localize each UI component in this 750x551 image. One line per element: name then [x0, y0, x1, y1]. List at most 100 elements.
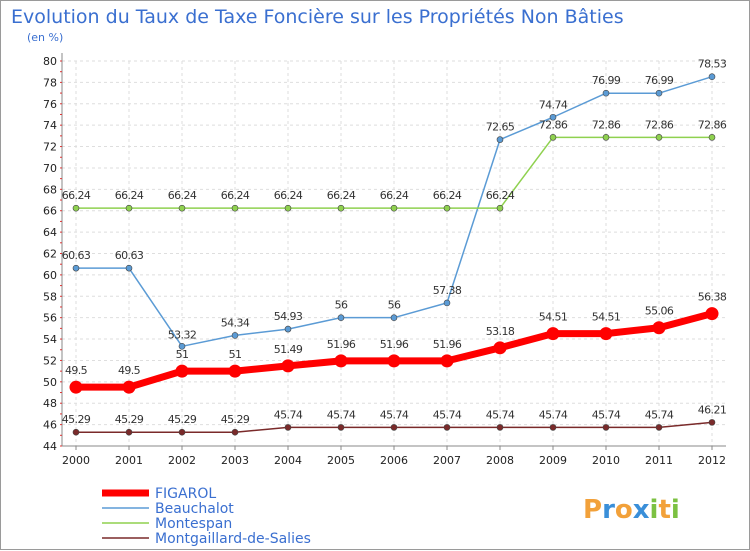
data-label: 45.74 — [539, 408, 568, 421]
logo-letter: i — [671, 495, 680, 525]
data-label: 72.86 — [645, 118, 674, 131]
x-tick-label: 2008 — [486, 454, 514, 467]
proxiti-logo: Proxiti — [583, 495, 680, 525]
data-label: 56 — [335, 299, 348, 312]
data-point — [228, 364, 242, 378]
data-label: 45.29 — [168, 413, 197, 426]
data-point — [708, 73, 716, 81]
data-point — [708, 419, 716, 426]
x-tick-label: 2007 — [433, 454, 461, 467]
data-point — [125, 204, 133, 212]
data-point — [125, 428, 133, 436]
data-label: 54.34 — [221, 316, 250, 329]
data-label: 60.63 — [62, 249, 91, 262]
y-tick-label: 56 — [43, 312, 57, 325]
x-tick-label: 2004 — [274, 454, 302, 467]
data-label: 66.24 — [433, 189, 462, 202]
data-label: 72.86 — [539, 118, 568, 131]
data-label: 54.51 — [539, 311, 568, 324]
y-tick-label: 80 — [43, 55, 57, 68]
data-point — [284, 424, 292, 431]
y-tick-label: 52 — [43, 354, 57, 367]
data-point — [390, 424, 398, 431]
data-label: 66.24 — [274, 189, 303, 202]
data-label: 72.86 — [698, 118, 727, 131]
data-labels: 49.5 49.5 51 51 51.49 51.96 51.96 51.96 53.18 54.… — [62, 58, 728, 426]
legend-label: FIGAROL — [155, 486, 216, 502]
data-label: 45.74 — [486, 408, 515, 421]
data-label: 54.93 — [274, 310, 303, 323]
data-point — [493, 341, 507, 355]
y-tick-label: 50 — [43, 376, 57, 389]
data-point — [178, 204, 186, 212]
data-label: 66.24 — [380, 189, 409, 202]
data-point — [178, 428, 186, 436]
data-point — [281, 359, 295, 373]
data-point — [390, 204, 398, 212]
data-label: 45.29 — [62, 413, 91, 426]
legend-label: Montgaillard-de-Salies — [155, 531, 311, 547]
data-point — [549, 113, 557, 121]
data-point — [178, 343, 186, 350]
data-point — [602, 134, 610, 141]
logo-letter: i — [650, 495, 659, 525]
x-tick-label: 2002 — [168, 454, 196, 467]
data-point — [122, 380, 136, 394]
y-tick-label: 78 — [43, 76, 57, 89]
data-label: 46.21 — [698, 403, 727, 416]
legend-label: Beauchalot — [155, 501, 234, 517]
data-point — [599, 327, 613, 341]
y-tick-label: 70 — [43, 162, 57, 175]
x-tick-label: 2003 — [221, 454, 249, 467]
y-tick-label: 76 — [43, 98, 57, 111]
y-tick-label: 62 — [43, 248, 57, 261]
data-label: 51.49 — [274, 343, 303, 356]
y-tick-label: 60 — [43, 269, 57, 282]
data-point — [125, 264, 133, 272]
data-label: 76.99 — [592, 74, 621, 87]
data-point — [652, 321, 666, 335]
x-tick-label: 2010 — [592, 454, 620, 467]
chart-subtitle: (en %) — [27, 31, 63, 44]
x-tick-label: 2011 — [645, 454, 673, 467]
data-label: 53.18 — [486, 325, 515, 338]
data-label: 66.24 — [221, 189, 250, 202]
series — [69, 73, 719, 436]
data-point — [655, 134, 663, 141]
data-label: 51 — [176, 348, 189, 361]
data-point — [496, 424, 504, 431]
data-point — [655, 424, 663, 431]
x-tick-label: 2012 — [698, 454, 726, 467]
legend-label: Montespan — [155, 516, 232, 532]
data-label: 66.24 — [168, 189, 197, 202]
data-point — [496, 136, 504, 143]
data-point — [443, 204, 451, 212]
data-label: 45.74 — [592, 408, 621, 421]
data-label: 45.29 — [221, 413, 250, 426]
x-tick-label: 2005 — [327, 454, 355, 467]
data-label: 49.5 — [118, 364, 141, 377]
x-tick-label: 2009 — [539, 454, 567, 467]
data-label: 72.86 — [592, 118, 621, 131]
data-point — [602, 89, 610, 97]
y-tick-label: 46 — [43, 419, 57, 432]
data-point — [284, 204, 292, 212]
data-point — [546, 327, 560, 341]
chart-title: Evolution du Taux de Taxe Foncière sur l… — [11, 6, 624, 28]
data-point — [284, 325, 292, 333]
y-tick-label: 58 — [43, 290, 57, 303]
data-point — [337, 204, 345, 212]
data-point — [231, 428, 239, 436]
data-point — [231, 332, 239, 339]
data-label: 76.99 — [645, 74, 674, 87]
y-tick-label: 44 — [43, 440, 57, 453]
data-label: 54.51 — [592, 311, 621, 324]
legend: FIGAROLBeauchalotMontespanMontgaillard-d… — [102, 486, 311, 547]
data-label: 56 — [388, 299, 401, 312]
y-tick-label: 66 — [43, 205, 57, 218]
data-label: 51 — [229, 348, 242, 361]
data-point — [72, 264, 80, 272]
data-point — [655, 89, 663, 97]
